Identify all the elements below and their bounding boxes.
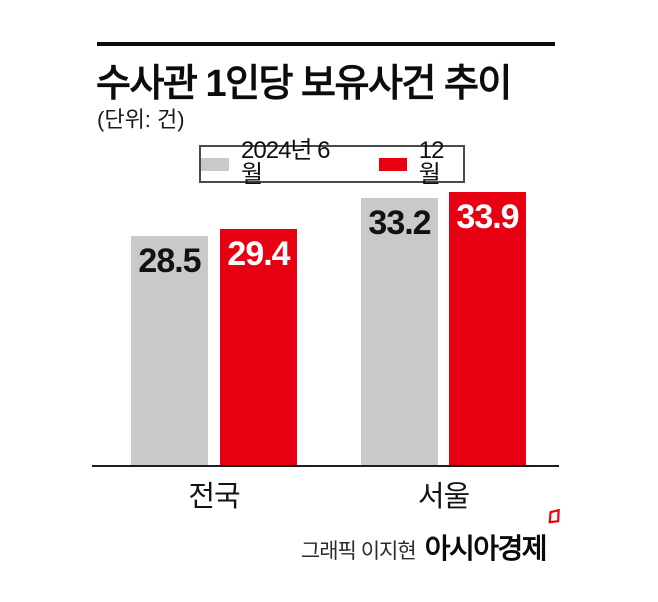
credit-line: 그래픽 이지현 아시아경제 — [300, 508, 560, 567]
legend-label-june: 2024년 6월 — [241, 137, 330, 188]
bar-value-label: 29.4 — [227, 235, 290, 273]
bar-value-label: 28.5 — [138, 242, 201, 280]
category-label-seoul: 서울 — [417, 481, 470, 513]
bar-value-label: 33.2 — [368, 204, 431, 242]
legend-label-december: 12월 — [418, 137, 445, 188]
chart-title: 수사관 1인당 보유사건 추이 — [96, 63, 512, 105]
bar-national-december: 29.4 — [220, 229, 297, 467]
brand-logo-mark-icon — [548, 508, 561, 529]
top-rule — [97, 42, 555, 46]
bar-seoul-june: 33.2 — [361, 198, 438, 467]
bar-seoul-december: 33.9 — [449, 192, 526, 467]
bar-national-june: 28.5 — [131, 236, 208, 467]
category-label-national: 전국 — [188, 481, 240, 513]
bar-value-label: 33.9 — [456, 198, 519, 236]
legend-swatch-june — [201, 157, 230, 171]
unit-label: (단위: 건) — [97, 107, 185, 132]
legend: 2024년 6월 12월 — [199, 139, 465, 187]
credit-text: 그래픽 이지현 — [300, 540, 417, 563]
brand-logo: 아시아경제 — [425, 508, 560, 567]
x-axis-line — [92, 465, 559, 467]
legend-swatch-december — [378, 157, 407, 171]
